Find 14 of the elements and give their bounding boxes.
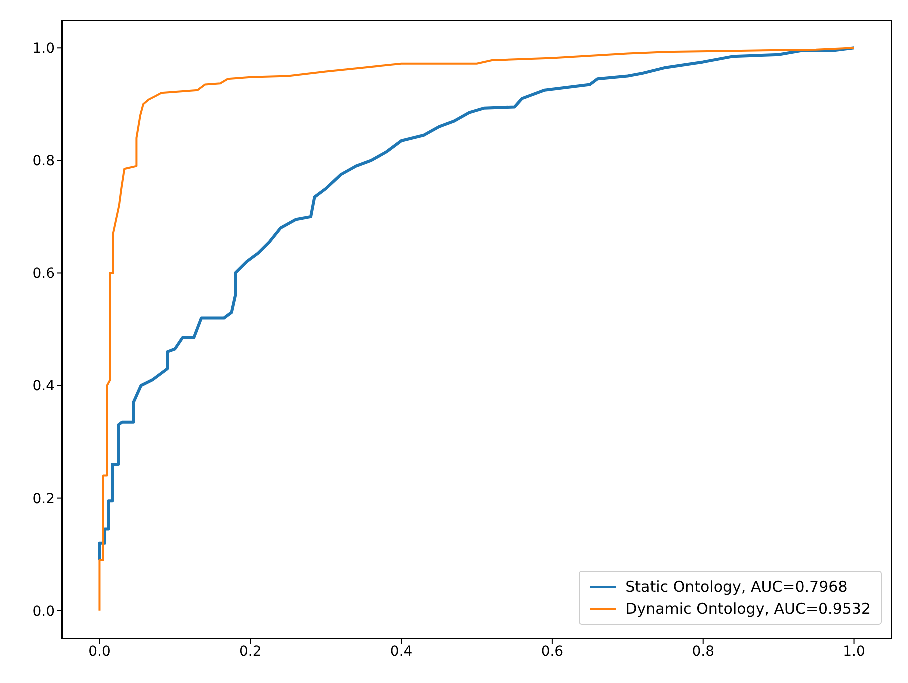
x-tick-label: 0.6 [541, 644, 564, 660]
y-tick-label: 0.2 [32, 491, 55, 508]
x-tick-label: 0.4 [390, 644, 413, 660]
y-tick-label: 0.8 [32, 154, 55, 170]
y-tick-label: 0.4 [32, 378, 56, 395]
y-tick-label: 0.0 [32, 604, 55, 620]
legend-label: Dynamic Ontology, AUC=0.9532 [626, 599, 871, 620]
x-tick-label: 0.2 [240, 644, 262, 660]
x-tick-label: 0.0 [88, 644, 111, 660]
legend-label: Static Ontology, AUC=0.7968 [626, 577, 848, 598]
x-tick-label: 1.0 [843, 644, 866, 660]
y-tick-label: 0.6 [32, 266, 56, 282]
x-tick-label: 0.8 [692, 644, 714, 660]
y-tick-label: 1.0 [32, 41, 55, 58]
